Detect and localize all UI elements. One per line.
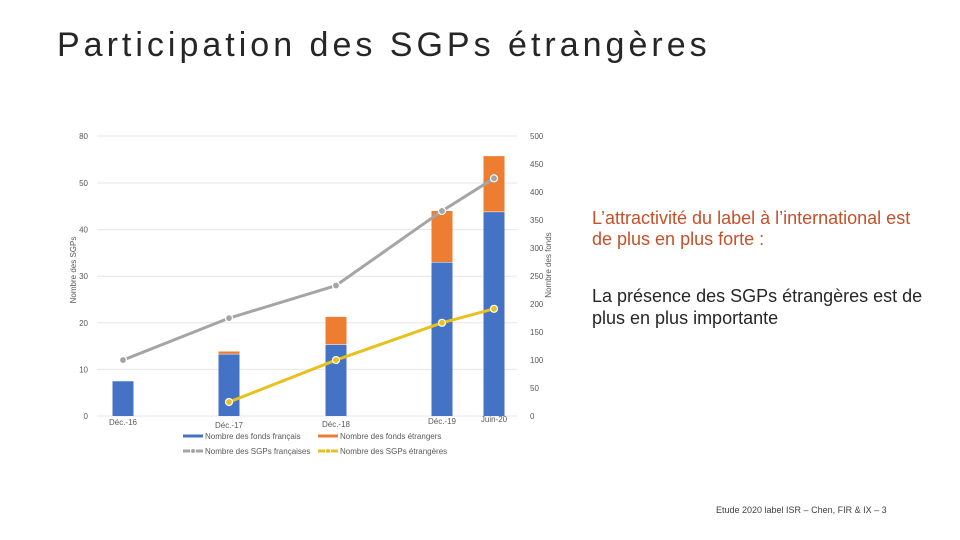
left-tick-label: 10 xyxy=(79,365,88,374)
right-tick-label: 50 xyxy=(530,384,539,393)
bar-segment xyxy=(325,316,347,345)
right-tick-label: 500 xyxy=(530,132,544,141)
legend-label: Nombre des fonds français xyxy=(205,432,301,441)
legend-label: Nombre des SGPs étrangères xyxy=(340,447,447,456)
x-tick-label: Déc.-19 xyxy=(428,417,457,426)
right-tick-label: 300 xyxy=(530,244,544,253)
right-tick-label: 400 xyxy=(530,188,544,197)
right-axis-title: Nombre des fonds xyxy=(544,232,553,297)
legend-marker xyxy=(190,448,196,454)
left-tick-label: 20 xyxy=(79,319,88,328)
right-tick-label: 0 xyxy=(530,412,535,421)
line-series xyxy=(118,174,499,407)
bar-segment xyxy=(483,155,505,212)
bar-segment xyxy=(325,344,347,416)
x-tick-label: Déc.-16 xyxy=(109,418,138,427)
headline-text: L’attractivité du label à l’internationa… xyxy=(592,208,911,249)
legend-marker xyxy=(325,448,331,454)
left-tick-label: 80 xyxy=(79,132,88,141)
left-tick-label: 40 xyxy=(79,226,88,235)
footer-text: Etude 2020 label ISR – Chen, FIR & IX – … xyxy=(716,505,887,515)
bar-segment xyxy=(431,210,453,262)
stacked-bars xyxy=(112,155,505,416)
data-point xyxy=(437,206,447,216)
left-tick-label: 30 xyxy=(79,272,88,281)
data-point xyxy=(489,304,499,313)
data-point xyxy=(118,355,128,365)
right-tick-label: 200 xyxy=(530,300,544,309)
bar-segment xyxy=(112,380,134,416)
right-tick-label: 350 xyxy=(530,216,544,225)
subline-text: La présence des SGPs étrangères est de p… xyxy=(592,286,923,328)
data-point xyxy=(489,174,499,183)
x-tick-label: Juin-20 xyxy=(481,415,508,424)
data-point xyxy=(437,318,447,327)
data-point xyxy=(224,397,234,407)
right-tick-label: 250 xyxy=(530,272,544,281)
left-tick-label: 0 xyxy=(84,412,89,421)
bar-segment xyxy=(483,211,505,416)
x-tick-label: Déc.-18 xyxy=(322,420,351,429)
left-axis-title: Nombre des SGPs xyxy=(69,237,78,304)
bar-segment xyxy=(218,353,240,416)
series-line xyxy=(228,307,495,404)
data-point xyxy=(331,281,341,290)
right-tick-label: 100 xyxy=(530,356,544,365)
bar-segment xyxy=(218,351,240,354)
legend: Nombre des fonds français Nombre des fond… xyxy=(183,432,447,456)
right-tick-label: 150 xyxy=(530,328,544,337)
bar-segment xyxy=(431,262,453,416)
legend-label: Nombre des SGPs françaises xyxy=(205,447,310,456)
slide-title: Participation des SGPs étrangères xyxy=(57,26,711,64)
data-point xyxy=(331,355,341,365)
gridlines xyxy=(97,135,517,417)
legend-label: Nombre des fonds étrangers xyxy=(340,432,441,441)
right-tick-label: 450 xyxy=(530,160,544,169)
axis-labels: 0 10 20 30 40 50 80 0 50 100 150 200 250 300 350 400 450… xyxy=(79,132,544,430)
data-point xyxy=(224,314,234,323)
left-tick-label: 50 xyxy=(79,179,88,188)
x-tick-label: Déc.-17 xyxy=(215,421,244,430)
